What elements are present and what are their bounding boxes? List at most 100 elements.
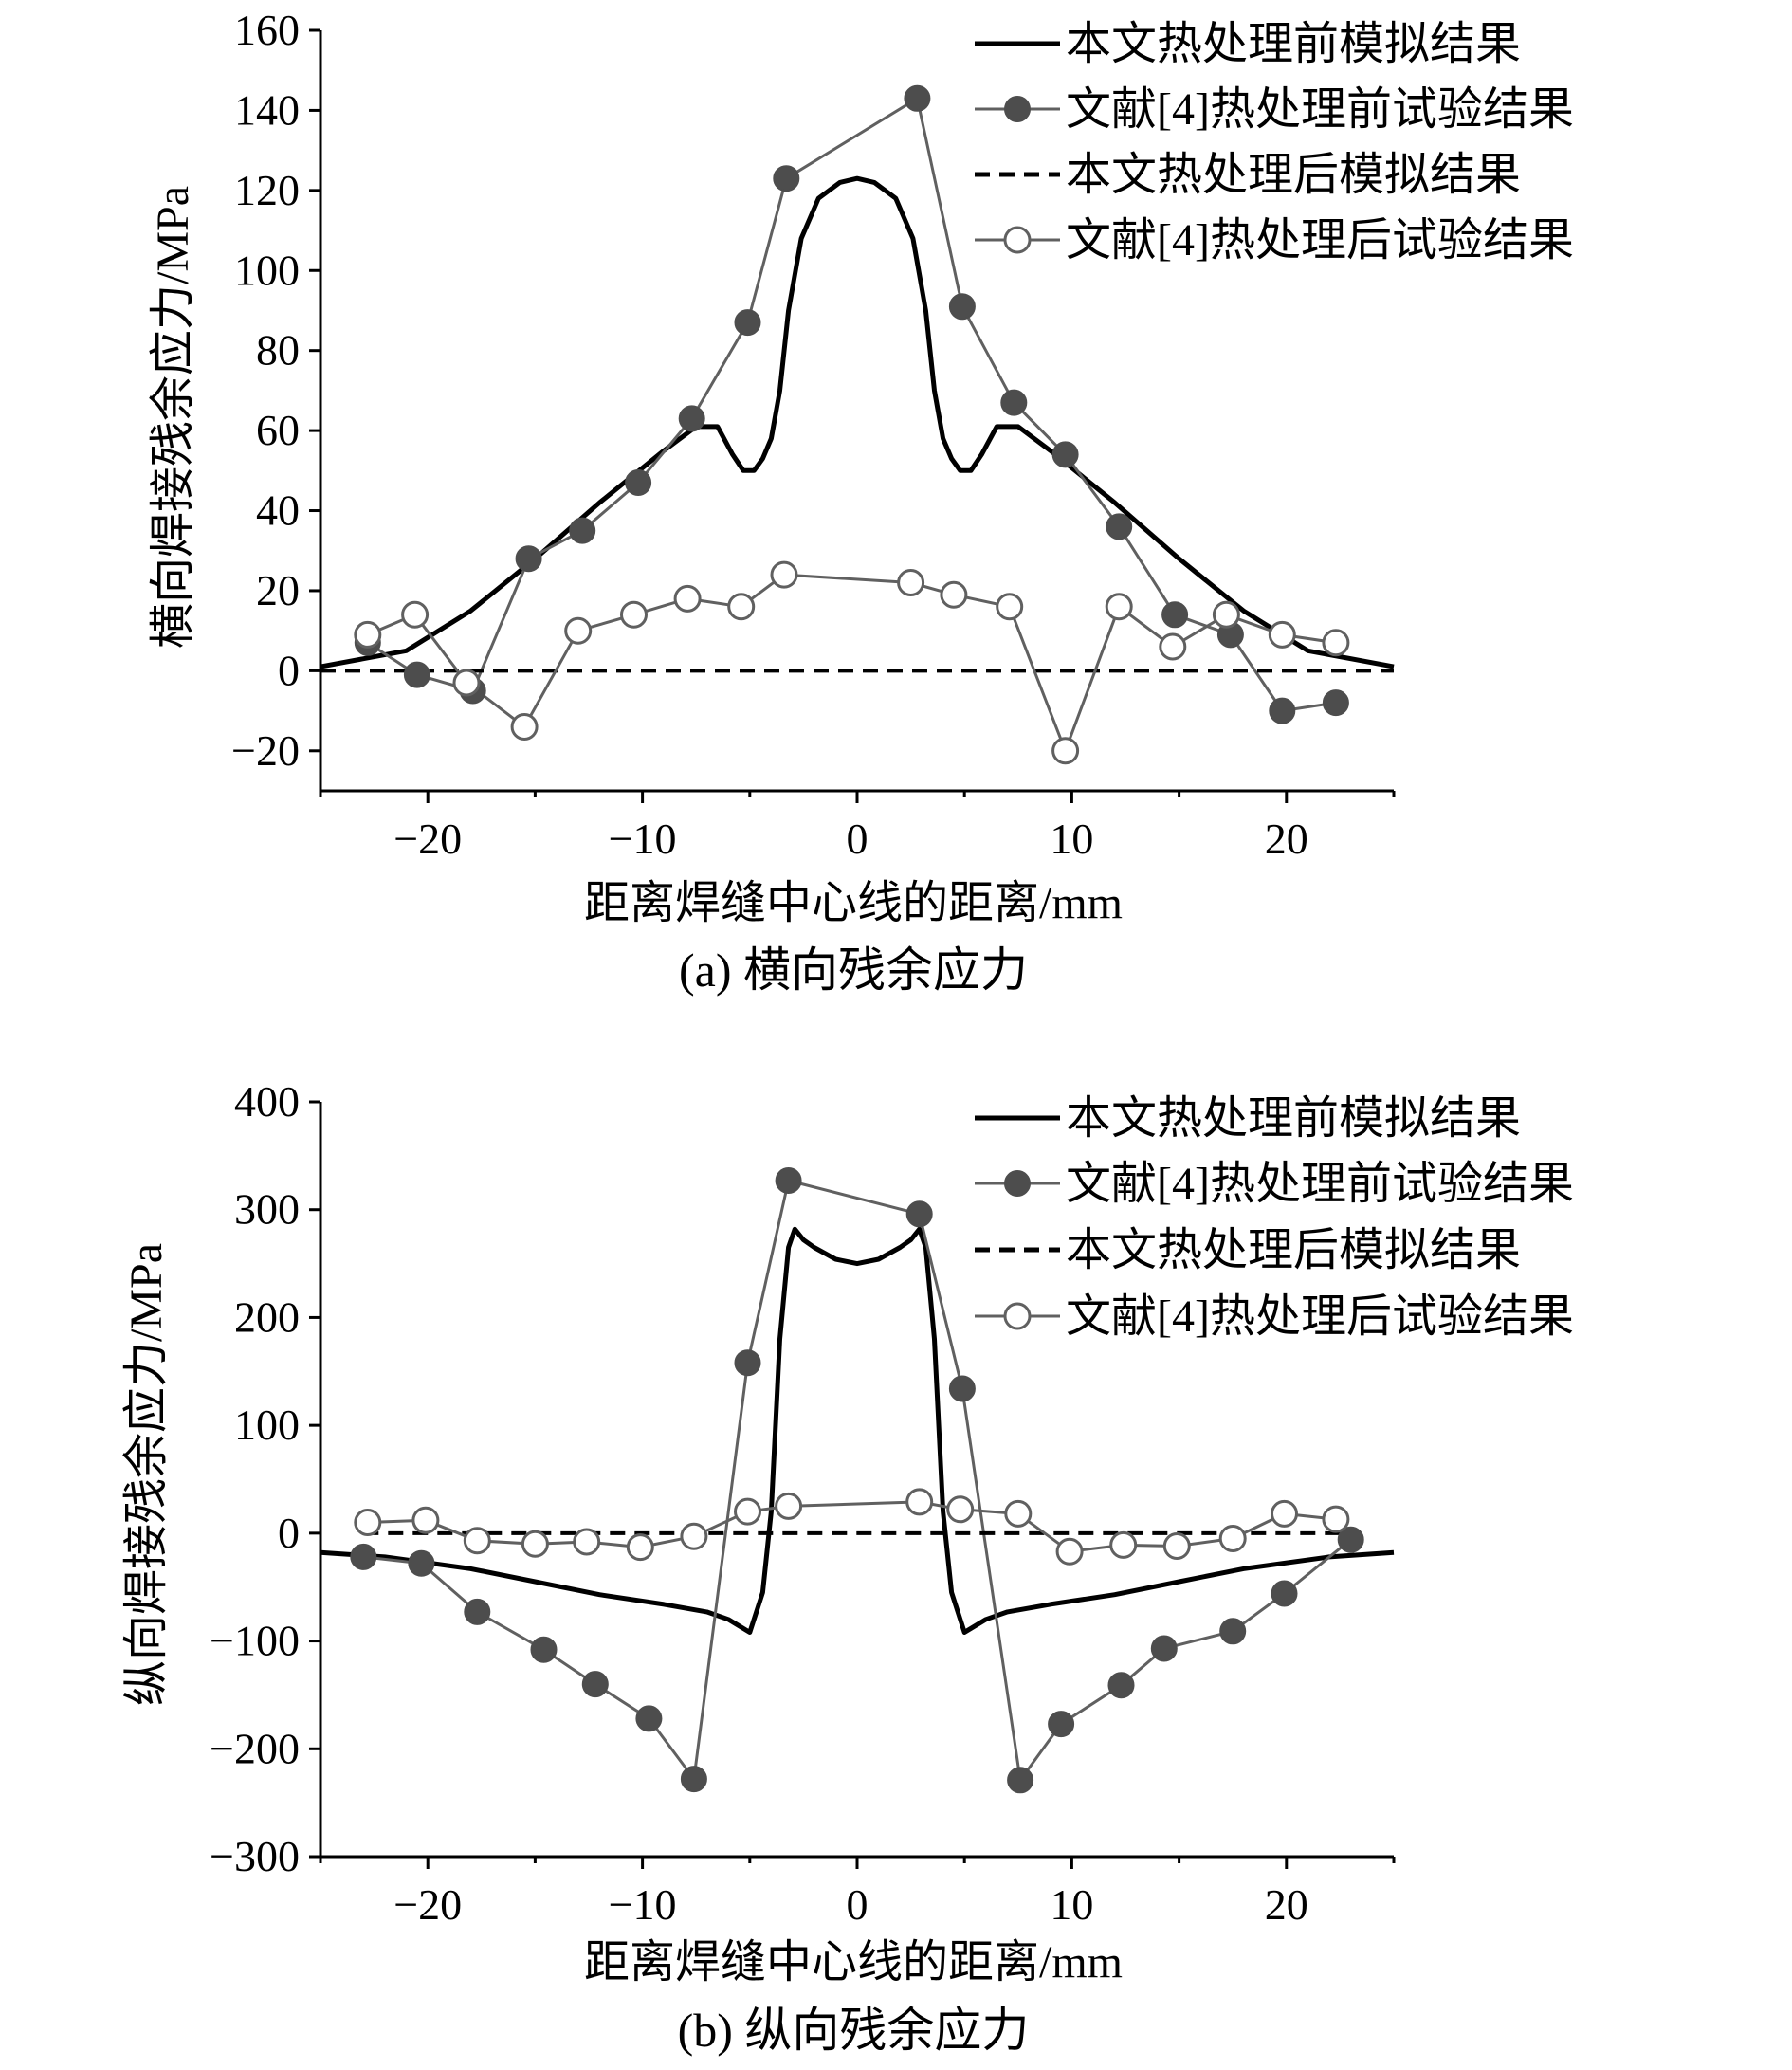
panel-b-series-3-line bbox=[367, 1500, 1337, 1553]
panel-a-y-tick-label: 60 bbox=[256, 406, 300, 454]
panel-b-series-1-point bbox=[948, 1375, 976, 1402]
panel-b-series-3-point bbox=[1271, 1499, 1298, 1528]
panel-b-series-3-point bbox=[1218, 1525, 1247, 1552]
panel-b-series-3-point bbox=[680, 1522, 708, 1550]
panel-a-series-3-point bbox=[897, 569, 925, 596]
panel-b-y-tick-label: 100 bbox=[234, 1401, 300, 1449]
panel-a-series-3-point bbox=[1212, 600, 1240, 629]
panel-b-x-tick-label: −10 bbox=[609, 1880, 677, 1929]
panel-a-caption: (a) 横向残余应力 bbox=[679, 943, 1028, 997]
panel-b-legend-marker-filled bbox=[1004, 1170, 1031, 1197]
panel-b-y-tick-label: −200 bbox=[210, 1724, 300, 1772]
panel-b-series-1-point bbox=[635, 1705, 663, 1732]
panel-b-y-tick-label: 400 bbox=[234, 1077, 300, 1126]
panel-b-x-tick-label: 10 bbox=[1050, 1880, 1093, 1929]
panel-b-y-tick-label: 200 bbox=[234, 1292, 300, 1341]
panel-b-legend-item-3: 文献[4]热处理后试验结果 bbox=[975, 1291, 1574, 1342]
panel-a-y-tick-label: 80 bbox=[256, 326, 300, 375]
panel-a-series-3-point bbox=[940, 580, 968, 609]
panel-a-x-axis-label: 距离焊缝中心线的距离/mm bbox=[584, 878, 1123, 928]
panel-a-series-3-point bbox=[452, 669, 481, 697]
panel-b-series-1-point bbox=[1337, 1526, 1364, 1553]
panel-a-series-1-point bbox=[678, 405, 705, 432]
panel-a-legend-item-3: 文献[4]热处理后试验结果 bbox=[975, 215, 1574, 266]
panel-b-series-3-point bbox=[1322, 1505, 1350, 1533]
panel-a-legend-label-0: 本文热处理前模拟结果 bbox=[1066, 19, 1521, 69]
panel-b-legend-item-2: 本文热处理后模拟结果 bbox=[975, 1225, 1521, 1275]
panel-b-legend-label-3: 文献[4]热处理后试验结果 bbox=[1066, 1291, 1574, 1342]
panel-b-series-1-point bbox=[464, 1598, 491, 1625]
panel-a-legend-label-2: 本文热处理后模拟结果 bbox=[1066, 150, 1521, 200]
panel-a-series-3-point bbox=[620, 600, 648, 629]
panel-b-series-1-point bbox=[1271, 1580, 1298, 1607]
panel-a-series-1-point bbox=[1322, 689, 1349, 717]
panel-a-legend-marker-filled bbox=[1004, 96, 1031, 122]
panel-b-series-0-line bbox=[320, 1226, 1395, 1635]
panel-a-series-1-point bbox=[948, 293, 976, 321]
panel-a-series-3-point bbox=[1105, 593, 1133, 621]
panel-a-y-tick-label: −20 bbox=[231, 726, 300, 775]
panel-a-legend-label-3: 文献[4]热处理后试验结果 bbox=[1066, 215, 1574, 266]
panel-a-data bbox=[320, 84, 1395, 765]
panel-b-series-3-point bbox=[1109, 1530, 1138, 1559]
panel-a-y-tick-label: 40 bbox=[256, 486, 300, 535]
panel-b-x-axis-label: 距离焊缝中心线的距离/mm bbox=[584, 1937, 1123, 1988]
panel-a-x-tick-label: −20 bbox=[393, 815, 462, 863]
panel-a-y-tick-label: 160 bbox=[234, 6, 300, 54]
panel-b-y-tick-label: 0 bbox=[278, 1509, 300, 1557]
panel-b-series-1-point bbox=[734, 1349, 761, 1377]
panel-a-series-1-point bbox=[1269, 697, 1296, 724]
panel-a-series-3-point bbox=[770, 560, 798, 589]
panel-a-series-3-point bbox=[510, 713, 539, 741]
panel-a-series-1-point bbox=[904, 84, 931, 112]
panel-a-series-3-point bbox=[996, 593, 1024, 621]
panel-b-ticks bbox=[309, 1100, 1396, 1869]
panel-a-series-1-point bbox=[1161, 601, 1189, 629]
panel-a-x-tick-label: 20 bbox=[1265, 815, 1308, 863]
panel-a-series-3-point bbox=[727, 593, 756, 621]
panel-b-series-1-point bbox=[775, 1167, 802, 1194]
panel-b-legend-label-2: 本文热处理后模拟结果 bbox=[1066, 1225, 1521, 1275]
panel-a-series-3-point bbox=[1159, 632, 1187, 661]
panel-a-series-3-point bbox=[354, 620, 382, 649]
panel-a-legend-item-2: 本文热处理后模拟结果 bbox=[975, 150, 1521, 200]
panel-b-series-1-point bbox=[581, 1671, 609, 1698]
panel-a-tick-labels: −20 0 20 40 60 80 100 120 140 160 −20 −10 0 10 20 bbox=[231, 6, 1308, 863]
panel-a-legend-item-1: 文献[4]热处理前试验结果 bbox=[975, 84, 1574, 135]
panel-a-legend-label-1: 文献[4]热处理前试验结果 bbox=[1066, 84, 1574, 135]
panel-b-y-tick-label: −300 bbox=[210, 1832, 300, 1880]
panel-a-series-1-point bbox=[569, 517, 596, 544]
panel-a-series-1-point bbox=[773, 165, 800, 192]
panel-b-series-1-point bbox=[905, 1200, 933, 1228]
panel-a-y-tick-label: 120 bbox=[234, 166, 300, 214]
panel-b-x-tick-label: −20 bbox=[393, 1880, 462, 1929]
panel-b-x-tick-label: 20 bbox=[1265, 1880, 1308, 1929]
panel-b-caption: (b) 纵向残余应力 bbox=[678, 2004, 1030, 2057]
panel-a-series-1-point bbox=[515, 545, 542, 573]
panel-b-series-3-point bbox=[775, 1492, 803, 1520]
panel-b-series-3-point bbox=[463, 1527, 491, 1555]
panel-b-series-3-point bbox=[626, 1533, 654, 1562]
panel-a-series-3-point bbox=[1051, 737, 1080, 765]
panel-a-series-3-point bbox=[564, 616, 593, 645]
panel-b-series-3-point bbox=[521, 1530, 549, 1558]
panel-b-series-3-point bbox=[734, 1497, 761, 1526]
panel-a-legend-marker-open bbox=[1003, 226, 1032, 254]
panel-a-series-1-point bbox=[1000, 389, 1028, 416]
panel-a-x-tick-label: 0 bbox=[847, 815, 869, 863]
panel-b-series-1-point bbox=[680, 1766, 707, 1793]
panel-a-x-tick-label: 10 bbox=[1050, 815, 1093, 863]
panel-b-series-3-point bbox=[411, 1506, 440, 1534]
panel-b-legend-marker-open bbox=[1003, 1302, 1032, 1330]
panel-a-x-tick-label: −10 bbox=[609, 815, 677, 863]
panel-a-y-axis-label: 横向焊接残余应力/MPa bbox=[148, 186, 198, 649]
panel-b-series-3-point bbox=[946, 1495, 975, 1524]
panel-b-series-1-point bbox=[1150, 1635, 1178, 1662]
panel-a-series-3-point bbox=[1268, 620, 1296, 649]
panel-b-legend-item-0: 本文热处理前模拟结果 bbox=[975, 1093, 1521, 1144]
panel-b-legend-item-1: 文献[4]热处理前试验结果 bbox=[975, 1159, 1574, 1209]
panel-b-y-axis-label: 纵向焊接残余应力/MPa bbox=[121, 1243, 172, 1706]
panel-b-series-1-point bbox=[1219, 1618, 1247, 1645]
